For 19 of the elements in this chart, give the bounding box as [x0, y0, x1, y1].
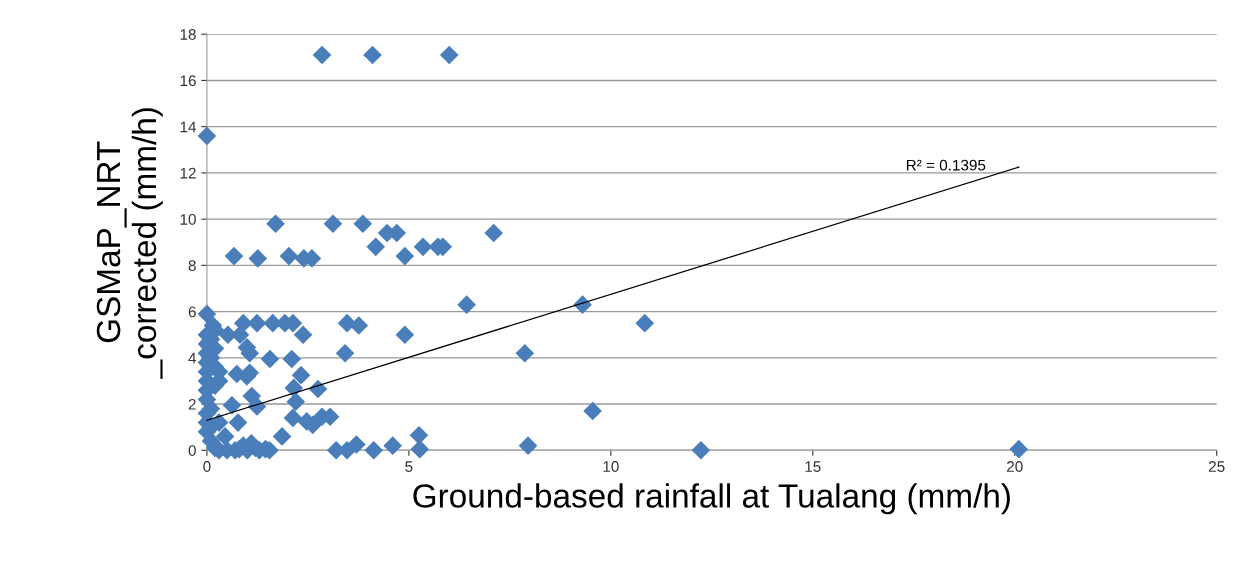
x-axis-title: Ground-based rainfall at Tualang (mm/h)	[413, 483, 1010, 515]
y-tick-label: 18	[180, 29, 196, 40]
x-tick-label: 10	[603, 461, 619, 472]
y-tick-label: 10	[180, 214, 196, 225]
y-tick-label: 4	[188, 352, 197, 364]
y-tick-label: 2	[188, 398, 196, 410]
y-tick-label: 14	[180, 121, 197, 133]
y-axis-title: GSMaP_NRT _corrected (mm/h)	[96, 108, 163, 379]
x-tick-label: 5	[405, 461, 413, 472]
y-tick-label: 0	[188, 445, 196, 456]
x-tick-label: 0	[203, 461, 211, 472]
y-tick-label: 8	[188, 260, 196, 272]
x-tick-label: 15	[805, 461, 821, 472]
annotation: R² = 0.1395	[906, 159, 986, 171]
y-tick-label: 16	[180, 75, 196, 87]
y-tick-label: 12	[180, 167, 196, 179]
x-tick-label: 25	[1208, 461, 1225, 472]
x-tick-label: 20	[1007, 461, 1023, 472]
y-tick-label: 6	[188, 306, 196, 318]
